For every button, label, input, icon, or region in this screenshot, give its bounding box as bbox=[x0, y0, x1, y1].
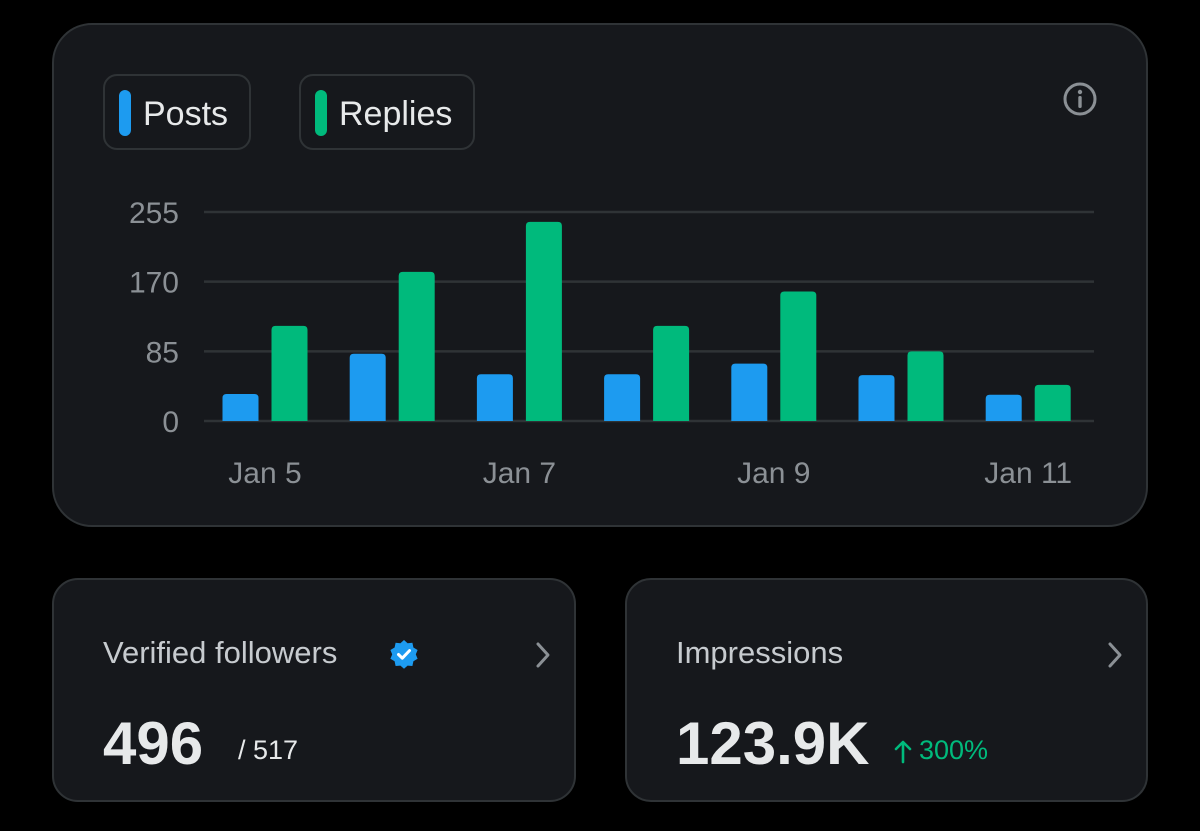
verified-badge-icon bbox=[390, 640, 418, 669]
legend-posts-label: Posts bbox=[143, 95, 229, 133]
bar-replies bbox=[653, 325, 690, 421]
x-tick-label: Jan 5 bbox=[228, 457, 301, 490]
y-tick-label: 255 bbox=[129, 197, 179, 230]
bar-replies bbox=[525, 221, 562, 421]
legend-replies-label: Replies bbox=[339, 95, 453, 133]
replies-color-swatch bbox=[315, 90, 327, 136]
bar-posts bbox=[476, 374, 513, 421]
chevron-right-icon[interactable] bbox=[1104, 640, 1126, 670]
posts-color-swatch bbox=[119, 90, 131, 136]
legend-posts-toggle[interactable]: Posts bbox=[103, 74, 251, 150]
x-tick-label: Jan 9 bbox=[737, 457, 810, 490]
impressions-card[interactable]: Impressions 123.9K 300% bbox=[625, 578, 1148, 802]
x-tick-label: Jan 11 bbox=[984, 457, 1072, 490]
bar-posts bbox=[858, 375, 895, 421]
arrow-up-icon bbox=[894, 740, 912, 764]
info-icon[interactable] bbox=[1062, 81, 1098, 117]
bar-posts bbox=[985, 394, 1022, 421]
verified-followers-card[interactable]: Verified followers 496 / 517 bbox=[52, 578, 576, 802]
impressions-count: 123.9K bbox=[676, 710, 870, 777]
legend-replies-toggle[interactable]: Replies bbox=[299, 74, 475, 150]
chevron-right-icon[interactable] bbox=[532, 640, 554, 670]
bar-posts bbox=[349, 353, 386, 421]
bar-chart: 0 85 170 255 Jan 5 Jan 7 Jan 9 Jan 11 bbox=[129, 197, 1094, 490]
y-tick-label: 170 bbox=[129, 267, 179, 300]
x-tick-label: Jan 7 bbox=[483, 457, 556, 490]
bar-replies bbox=[780, 291, 817, 421]
engagement-chart-card: Posts Replies 0 85 170 255 Jan 5 Jan 7 Jan 9 Ja… bbox=[52, 23, 1148, 527]
impressions-title: Impressions bbox=[676, 635, 844, 670]
bar-replies bbox=[907, 351, 944, 421]
bar-replies bbox=[1034, 384, 1071, 421]
y-tick-label: 85 bbox=[146, 336, 179, 369]
total-followers-count: / 517 bbox=[238, 735, 299, 765]
bar-replies bbox=[271, 325, 308, 421]
verified-followers-title: Verified followers bbox=[103, 635, 338, 670]
bar-posts bbox=[604, 374, 641, 421]
impressions-change: 300% bbox=[919, 735, 989, 765]
bar-posts bbox=[731, 363, 768, 421]
y-tick-label: 0 bbox=[162, 406, 179, 439]
bar-replies bbox=[398, 271, 435, 421]
bar-posts bbox=[222, 393, 259, 421]
verified-followers-count: 496 bbox=[103, 710, 204, 777]
